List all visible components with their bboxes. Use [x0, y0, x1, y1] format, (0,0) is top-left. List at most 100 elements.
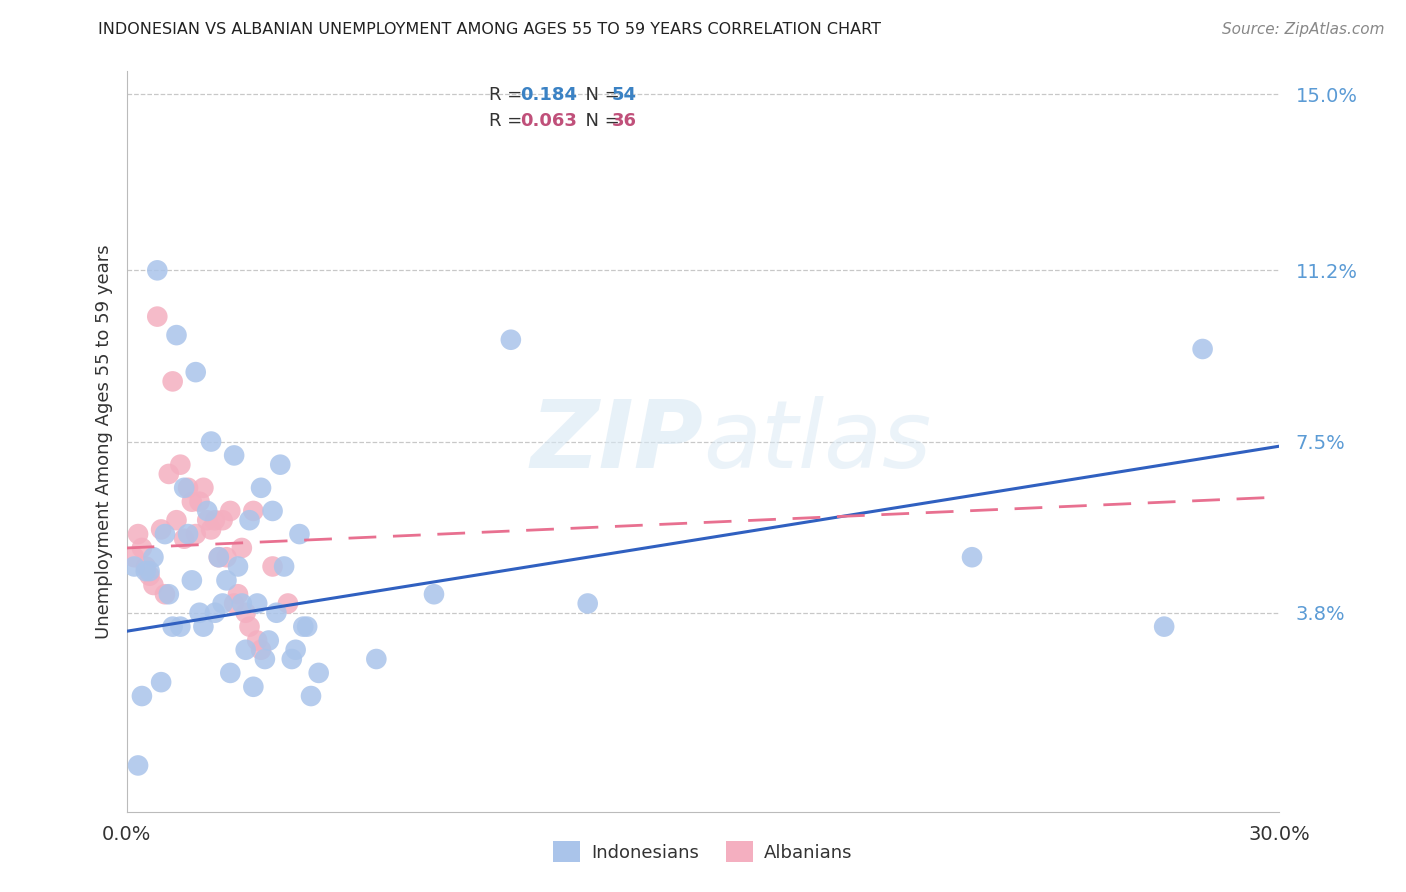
Text: 36: 36 [612, 112, 637, 130]
Point [188, 494, 211, 508]
Point [169, 619, 191, 633]
Point [166, 513, 188, 527]
Point [257, 633, 280, 648]
Text: Source: ZipAtlas.com: Source: ZipAtlas.com [1222, 22, 1385, 37]
Point [960, 550, 983, 565]
Point [150, 675, 173, 690]
Point [188, 606, 211, 620]
Point [246, 597, 269, 611]
Point [131, 689, 153, 703]
Point [177, 481, 200, 495]
Point [308, 665, 330, 680]
Point [211, 597, 233, 611]
Point [138, 564, 160, 578]
Point [193, 481, 215, 495]
Point [281, 652, 304, 666]
Point [1153, 619, 1175, 633]
Point [226, 559, 249, 574]
Point [122, 550, 145, 565]
Point [162, 619, 184, 633]
Point [127, 527, 149, 541]
Point [238, 513, 260, 527]
Text: 54: 54 [612, 87, 637, 104]
Point [231, 541, 253, 555]
Point [1191, 342, 1213, 356]
Text: INDONESIAN VS ALBANIAN UNEMPLOYMENT AMONG AGES 55 TO 59 YEARS CORRELATION CHART: INDONESIAN VS ALBANIAN UNEMPLOYMENT AMON… [98, 22, 882, 37]
Point [146, 263, 169, 277]
Point [226, 587, 249, 601]
Point [153, 587, 176, 601]
Point [208, 550, 231, 565]
Point [200, 523, 222, 537]
Point [200, 434, 222, 449]
Point [277, 597, 299, 611]
Point [195, 504, 218, 518]
Point [193, 619, 215, 633]
Point [204, 606, 226, 620]
Point [295, 619, 318, 633]
Point [224, 597, 246, 611]
Legend: Indonesians, Albanians: Indonesians, Albanians [546, 834, 860, 870]
Point [146, 310, 169, 324]
Point [127, 758, 149, 772]
Point [219, 504, 242, 518]
Point [266, 606, 288, 620]
Point [142, 550, 165, 565]
Point [135, 564, 157, 578]
Text: R =: R = [489, 87, 529, 104]
Point [208, 550, 231, 565]
Point [253, 652, 276, 666]
Point [150, 523, 173, 537]
Point [204, 513, 226, 527]
Point [162, 375, 184, 389]
Point [288, 527, 311, 541]
Point [499, 333, 522, 347]
Point [166, 328, 188, 343]
Point [273, 559, 295, 574]
Point [235, 606, 257, 620]
Point [173, 481, 195, 495]
Point [173, 532, 195, 546]
Point [299, 689, 322, 703]
Point [366, 652, 388, 666]
Point [180, 494, 202, 508]
Point [231, 597, 253, 611]
Point [180, 574, 202, 588]
Point [215, 574, 238, 588]
Point [184, 365, 207, 379]
Point [131, 541, 153, 555]
Text: R =: R = [489, 112, 529, 130]
Point [169, 458, 191, 472]
Point [122, 559, 145, 574]
Point [224, 449, 246, 463]
Point [246, 633, 269, 648]
Text: N =: N = [574, 87, 626, 104]
Text: 0.184: 0.184 [520, 87, 578, 104]
Point [242, 680, 264, 694]
Point [177, 527, 200, 541]
Point [184, 527, 207, 541]
Point [262, 504, 284, 518]
Point [423, 587, 446, 601]
Y-axis label: Unemployment Among Ages 55 to 59 years: Unemployment Among Ages 55 to 59 years [94, 244, 112, 639]
Text: N =: N = [574, 112, 626, 130]
Point [250, 481, 273, 495]
Point [250, 642, 273, 657]
Point [157, 467, 180, 481]
Point [142, 578, 165, 592]
Text: atlas: atlas [703, 396, 931, 487]
Point [135, 559, 157, 574]
Text: 0.063: 0.063 [520, 112, 576, 130]
Point [284, 642, 307, 657]
Text: ZIP: ZIP [530, 395, 703, 488]
Point [262, 559, 284, 574]
Point [219, 665, 242, 680]
Point [242, 504, 264, 518]
Point [157, 587, 180, 601]
Point [153, 527, 176, 541]
Point [576, 597, 599, 611]
Point [238, 619, 260, 633]
Point [211, 513, 233, 527]
Point [138, 568, 160, 582]
Point [292, 619, 315, 633]
